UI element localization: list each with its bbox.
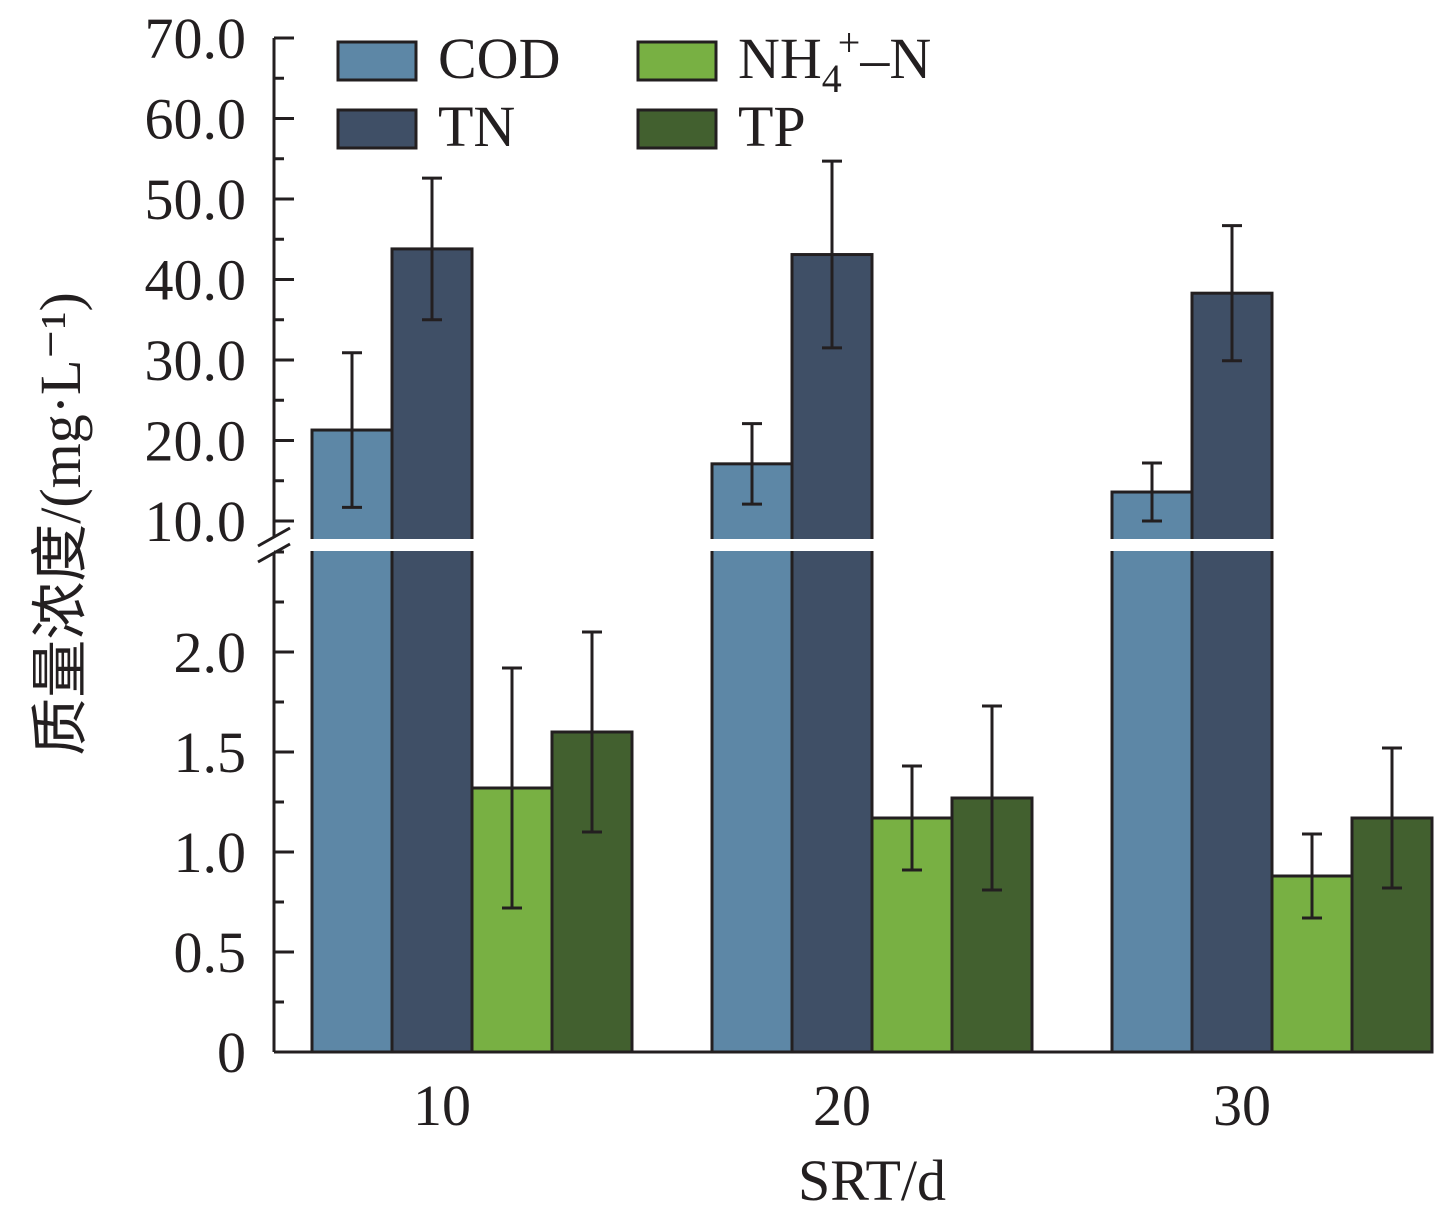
- y-axis-title: 质量浓度/(mg·L⁻¹): [28, 292, 93, 756]
- y-tick-label: 20.0: [145, 409, 247, 474]
- error-bar-nh4n-20: [902, 764, 922, 872]
- legend-label: TP: [738, 94, 806, 159]
- y-tick-label: 0.5: [174, 920, 247, 985]
- y-tick-label: 50.0: [145, 167, 247, 232]
- y-tick-label: 40.0: [145, 248, 247, 313]
- legend-swatch: [336, 108, 418, 150]
- error-bar-tn-30: [1222, 224, 1242, 363]
- legend-label: COD: [438, 26, 560, 91]
- legend-item-tn: TN: [336, 94, 515, 159]
- error-bar-tp-30: [1382, 746, 1402, 890]
- error-bar-nh4n-30: [1302, 832, 1322, 920]
- y-tick-label: 10.0: [145, 489, 247, 554]
- x-tick-label: 10: [413, 1073, 471, 1138]
- x-tick-label: 30: [1213, 1073, 1271, 1138]
- bar-tn-20: [790, 253, 874, 1054]
- legend-swatch: [636, 108, 718, 150]
- error-bar-tn-20: [822, 159, 842, 350]
- bar-cod-10: [310, 428, 394, 1054]
- error-bar-cod-30: [1142, 461, 1162, 523]
- error-bar-cod-20: [742, 422, 762, 506]
- error-bar-tn-10: [422, 176, 442, 322]
- legend-swatch: [636, 40, 718, 82]
- error-bar-cod-10: [342, 351, 362, 509]
- legend-label: TN: [438, 94, 515, 159]
- bar-tn-10: [390, 247, 474, 1054]
- bar-tn-30: [1190, 291, 1274, 1054]
- error-bar-tp-20: [982, 704, 1002, 892]
- y-axis: 10.0 20.0 30.0 40.0 50.0 60.0 70.0 0 0.5 1.0 1.5 2.…: [145, 6, 294, 1085]
- legend: COD NH4+–N TN TP: [336, 20, 931, 159]
- error-bar-nh4n-10: [502, 666, 522, 910]
- y-tick-label: 1.0: [174, 820, 247, 885]
- y-tick-label: 70.0: [145, 6, 247, 71]
- x-axis: 10 20 30: [274, 1050, 1433, 1138]
- break-gap: [255, 539, 1435, 551]
- legend-item-cod: COD: [336, 26, 560, 91]
- y-tick-label: 2.0: [174, 620, 247, 685]
- y-tick-label: 30.0: [145, 328, 247, 393]
- legend-item-nh4n: NH4+–N: [636, 20, 931, 101]
- legend-label: NH4+–N: [738, 20, 931, 101]
- bar-cod-20: [710, 462, 794, 1054]
- legend-item-tp: TP: [636, 94, 806, 159]
- error-bar-tp-10: [582, 630, 602, 834]
- x-axis-title: SRT/d: [798, 1148, 946, 1213]
- bar-cod-30: [1110, 490, 1194, 1054]
- y-tick-label: 0: [217, 1020, 246, 1085]
- x-tick-label: 20: [813, 1073, 871, 1138]
- y-tick-label: 60.0: [145, 87, 247, 152]
- legend-swatch: [336, 40, 418, 82]
- bars-layer: [310, 159, 1434, 1054]
- y-tick-label: 1.5: [174, 720, 247, 785]
